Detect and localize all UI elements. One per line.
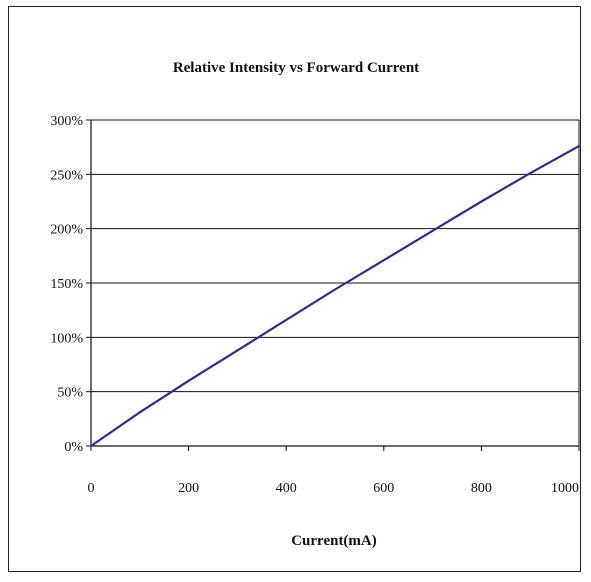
x-tick-label-4: 800: [471, 481, 492, 496]
chart-frame: [8, 6, 581, 572]
series-layer: [89, 145, 581, 448]
x-tick-label-1: 200: [178, 481, 199, 496]
y-tick-label-1: 50%: [57, 386, 83, 401]
y-tick-label-2: 100%: [50, 331, 83, 346]
tick-layer: 0% 50% 100% 150% 200% 250% 300% 0 200 400 600 800 10…: [50, 114, 580, 496]
x-tick-label-5: 1000: [551, 481, 579, 496]
x-axis-label: Current(mA): [291, 533, 377, 549]
grid-layer: [91, 119, 579, 393]
x-tick-label-3: 600: [373, 481, 394, 496]
y-tick-label-6: 300%: [50, 114, 83, 129]
x-tick-label-0: 0: [88, 481, 95, 496]
y-tick-label-4: 200%: [50, 223, 83, 238]
chart-title: Relative Intensity vs Forward Current: [173, 60, 419, 76]
y-tick-label-5: 250%: [50, 168, 83, 183]
x-tick-label-2: 400: [276, 481, 297, 496]
y-tick-label-0: 0%: [64, 440, 83, 455]
y-tick-label-3: 150%: [50, 277, 83, 292]
series-line-0: [89, 145, 581, 448]
